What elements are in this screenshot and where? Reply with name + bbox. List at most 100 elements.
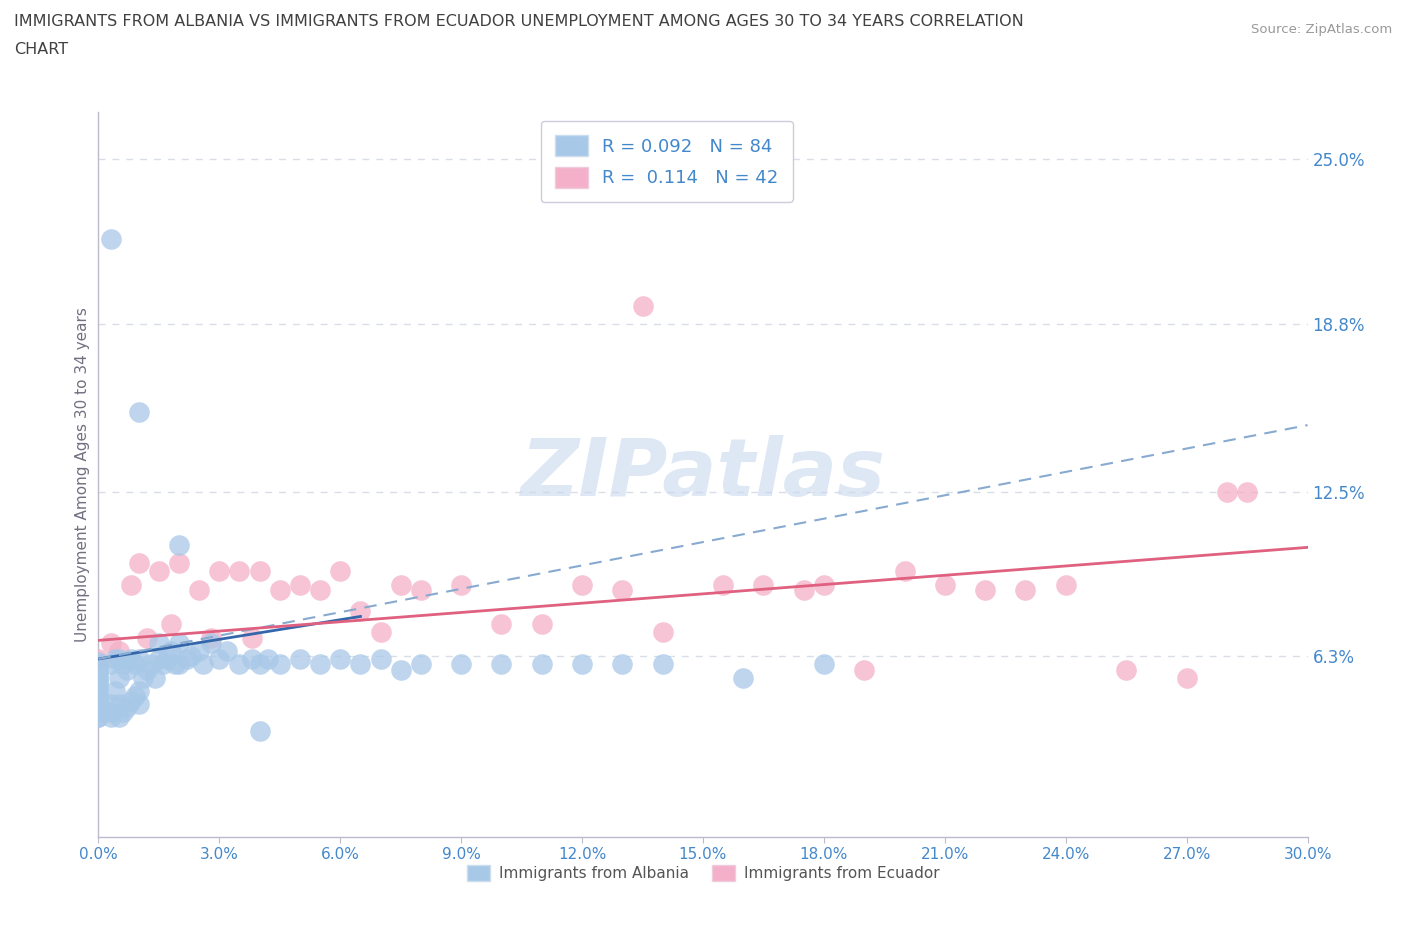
Point — [128, 684, 150, 698]
Point — [349, 604, 371, 618]
Point — [288, 578, 311, 592]
Point — [934, 578, 956, 592]
Point — [631, 299, 654, 313]
Point — [269, 582, 291, 597]
Point — [491, 617, 513, 631]
Point — [148, 564, 170, 578]
Point — [115, 662, 138, 677]
Point — [87, 699, 110, 714]
Point — [87, 710, 110, 724]
Point — [200, 631, 222, 645]
Point — [87, 684, 110, 698]
Point — [188, 644, 211, 658]
Point — [249, 724, 271, 738]
Point — [733, 671, 755, 685]
Point — [139, 657, 162, 671]
Point — [87, 652, 110, 667]
Point — [1216, 485, 1239, 499]
Point — [120, 694, 142, 709]
Point — [208, 652, 231, 667]
Point — [893, 564, 915, 578]
Point — [651, 625, 673, 640]
Point — [124, 689, 146, 704]
Point — [152, 657, 174, 671]
Point — [160, 617, 183, 631]
Point — [349, 657, 371, 671]
Point — [329, 564, 352, 578]
Point — [87, 694, 110, 709]
Point — [87, 678, 110, 693]
Point — [87, 671, 110, 685]
Point — [1054, 578, 1077, 592]
Point — [491, 657, 513, 671]
Point — [389, 662, 412, 677]
Point — [111, 705, 134, 720]
Point — [530, 657, 553, 671]
Point — [87, 689, 110, 704]
Point — [87, 654, 110, 669]
Point — [87, 665, 110, 680]
Point — [450, 657, 472, 671]
Legend: Immigrants from Albania, Immigrants from Ecuador: Immigrants from Albania, Immigrants from… — [461, 859, 945, 887]
Point — [128, 405, 150, 419]
Point — [156, 652, 179, 667]
Point — [100, 697, 122, 711]
Point — [167, 556, 190, 571]
Point — [135, 631, 157, 645]
Point — [1014, 582, 1036, 597]
Point — [188, 582, 211, 597]
Point — [143, 671, 166, 685]
Point — [200, 635, 222, 650]
Point — [793, 582, 815, 597]
Point — [309, 582, 332, 597]
Point — [100, 232, 122, 246]
Point — [193, 657, 215, 671]
Point — [87, 697, 110, 711]
Point — [87, 675, 110, 690]
Point — [107, 644, 129, 658]
Point — [87, 691, 110, 706]
Point — [167, 635, 190, 650]
Point — [128, 652, 150, 667]
Point — [370, 652, 392, 667]
Point — [813, 657, 835, 671]
Point — [148, 635, 170, 650]
Point — [87, 657, 110, 671]
Point — [1115, 662, 1137, 677]
Point — [163, 657, 186, 671]
Point — [450, 578, 472, 592]
Point — [100, 710, 122, 724]
Point — [87, 662, 110, 677]
Point — [124, 657, 146, 671]
Point — [100, 657, 122, 671]
Point — [853, 662, 876, 677]
Point — [612, 582, 634, 597]
Point — [100, 705, 122, 720]
Point — [269, 657, 291, 671]
Point — [329, 652, 352, 667]
Point — [128, 556, 150, 571]
Point — [135, 662, 157, 677]
Point — [228, 657, 250, 671]
Point — [103, 684, 125, 698]
Point — [120, 652, 142, 667]
Point — [228, 564, 250, 578]
Point — [148, 652, 170, 667]
Point — [103, 652, 125, 667]
Point — [115, 699, 138, 714]
Point — [87, 668, 110, 683]
Point — [160, 644, 183, 658]
Point — [240, 631, 263, 645]
Point — [87, 702, 110, 717]
Point — [1236, 485, 1258, 499]
Text: Source: ZipAtlas.com: Source: ZipAtlas.com — [1251, 23, 1392, 36]
Point — [128, 697, 150, 711]
Point — [752, 578, 775, 592]
Text: IMMIGRANTS FROM ALBANIA VS IMMIGRANTS FROM ECUADOR UNEMPLOYMENT AMONG AGES 30 TO: IMMIGRANTS FROM ALBANIA VS IMMIGRANTS FR… — [14, 14, 1024, 29]
Point — [87, 710, 110, 724]
Point — [571, 657, 593, 671]
Point — [132, 671, 155, 685]
Point — [217, 644, 239, 658]
Point — [813, 578, 835, 592]
Point — [107, 652, 129, 667]
